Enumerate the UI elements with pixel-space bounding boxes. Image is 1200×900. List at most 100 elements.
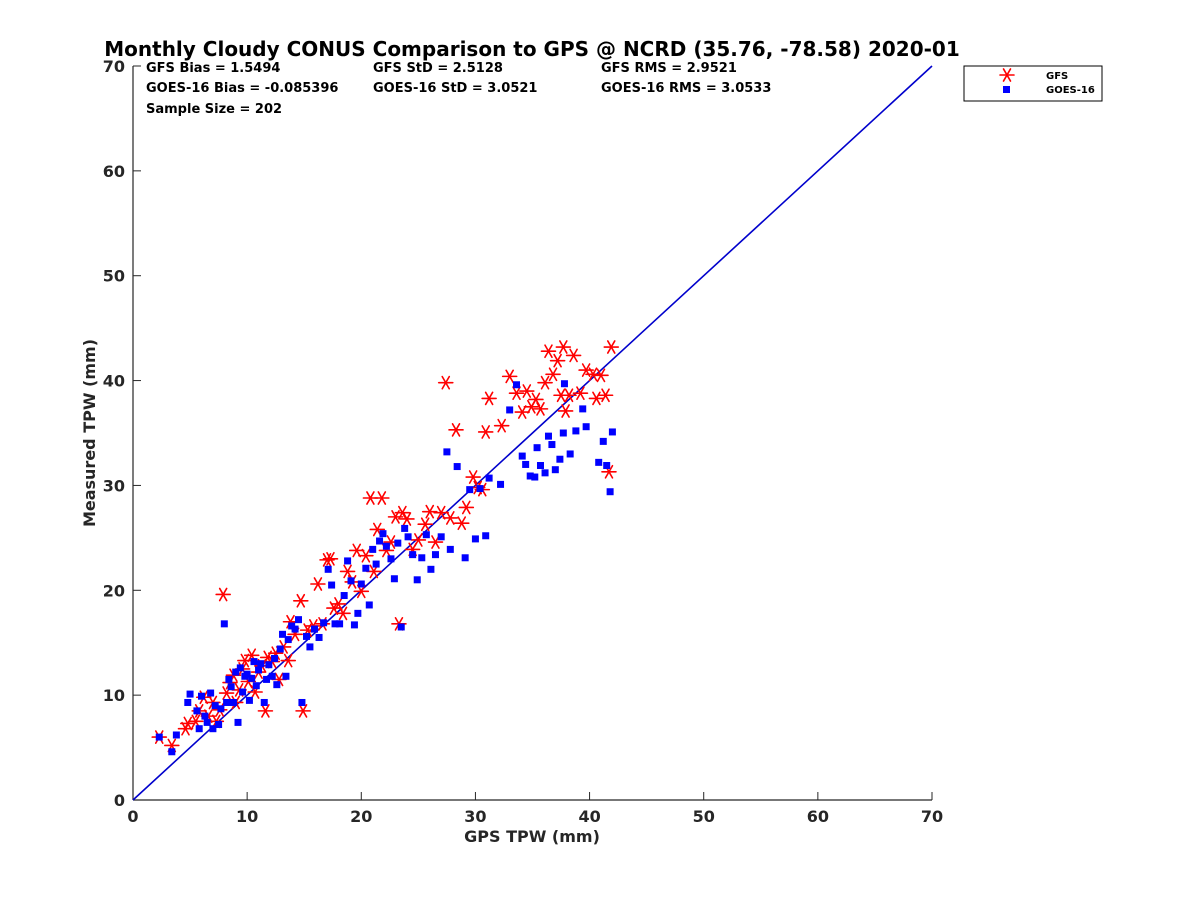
goes16-point bbox=[276, 645, 284, 653]
goes16-point bbox=[236, 664, 244, 672]
gfs-point bbox=[322, 551, 339, 566]
x-tick-label: 20 bbox=[350, 807, 372, 826]
y-tick-label: 10 bbox=[103, 686, 125, 705]
goes16-point bbox=[310, 625, 318, 633]
gfs-point bbox=[514, 405, 531, 419]
goes16-point bbox=[365, 601, 373, 609]
asterisk-stroke-2 bbox=[326, 551, 335, 566]
asterisk-stroke-2 bbox=[481, 425, 491, 439]
x-tick-label: 0 bbox=[127, 807, 138, 826]
y-tick-label: 70 bbox=[103, 57, 125, 76]
asterisk-stroke-2 bbox=[556, 388, 566, 403]
gfs-point bbox=[555, 340, 572, 354]
gfs-point bbox=[532, 402, 549, 416]
asterisk-stroke-2 bbox=[1002, 68, 1012, 82]
goes16-point bbox=[443, 448, 451, 456]
gfs-point bbox=[540, 344, 557, 359]
goes16-point bbox=[168, 748, 176, 756]
asterisk-stroke-2 bbox=[338, 606, 348, 621]
gfs-point bbox=[585, 367, 601, 382]
goes16-point bbox=[413, 576, 421, 584]
asterisk-stroke-2 bbox=[414, 533, 423, 547]
legend: GFS GOES-16 bbox=[963, 65, 1103, 102]
gfs-point bbox=[394, 505, 411, 520]
goes16-point bbox=[248, 674, 256, 682]
goes16-point bbox=[418, 554, 426, 562]
goes16-point bbox=[234, 718, 242, 726]
asterisk-stroke-2 bbox=[191, 714, 201, 729]
goes16-point bbox=[513, 381, 521, 389]
goes16-point bbox=[186, 690, 194, 698]
asterisk-stroke-2 bbox=[398, 505, 407, 520]
goes16-point bbox=[331, 620, 339, 628]
one-to-one-line bbox=[132, 65, 933, 801]
goes16-point bbox=[608, 428, 616, 436]
goes16-point bbox=[354, 609, 362, 617]
goes16-point bbox=[350, 621, 358, 629]
goes16-point bbox=[497, 480, 505, 488]
asterisk-stroke-2 bbox=[564, 388, 574, 403]
gfs-point bbox=[358, 548, 374, 563]
asterisk-stroke-2 bbox=[581, 363, 591, 377]
gfs-point bbox=[465, 470, 481, 484]
goes16-point bbox=[548, 441, 556, 449]
goes16-point bbox=[227, 683, 235, 691]
gfs-point bbox=[549, 353, 566, 368]
asterisk-stroke-2 bbox=[484, 391, 494, 406]
gfs-point bbox=[603, 340, 620, 354]
asterisk-stroke-2 bbox=[461, 500, 471, 515]
goes16-point bbox=[544, 432, 552, 440]
goes16-point bbox=[302, 632, 310, 640]
goes16-point bbox=[265, 661, 273, 669]
goes16-point bbox=[559, 429, 567, 437]
goes16-point bbox=[560, 380, 568, 388]
gfs-point bbox=[339, 564, 356, 579]
goes16-point bbox=[404, 533, 412, 541]
legend-goes-marker bbox=[1003, 86, 1010, 93]
goes16-point bbox=[397, 623, 405, 631]
goes16-point bbox=[207, 689, 215, 697]
goes16-point bbox=[298, 698, 306, 706]
asterisk-stroke-2 bbox=[505, 369, 514, 384]
gfs-point bbox=[593, 368, 609, 383]
asterisk-stroke-2 bbox=[497, 418, 506, 433]
goes16-point bbox=[394, 539, 402, 547]
goes16-point bbox=[291, 625, 299, 633]
y-tick-label: 20 bbox=[103, 581, 125, 600]
goes16-point bbox=[306, 643, 314, 651]
goes16-point bbox=[446, 545, 454, 553]
goes16-point bbox=[551, 466, 559, 474]
goes16-point bbox=[245, 696, 253, 704]
x-tick-label: 30 bbox=[464, 807, 486, 826]
goes16-point bbox=[239, 688, 247, 696]
gfs-point bbox=[399, 512, 415, 526]
asterisk-stroke-2 bbox=[544, 344, 553, 359]
asterisk-stroke-2 bbox=[576, 386, 585, 401]
goes16-point bbox=[243, 670, 251, 678]
asterisk-stroke-2 bbox=[522, 384, 532, 398]
y-tick-label: 0 bbox=[114, 791, 125, 810]
gfs-point bbox=[335, 606, 351, 621]
goes16-point bbox=[422, 531, 430, 539]
gfs-point bbox=[453, 516, 470, 531]
goes16-point bbox=[203, 718, 211, 726]
asterisk-stroke-2 bbox=[343, 564, 352, 579]
asterisk-stroke-2 bbox=[512, 386, 521, 401]
goes16-point bbox=[369, 545, 377, 553]
goes16-point bbox=[201, 712, 209, 720]
asterisk-stroke-2 bbox=[457, 516, 467, 531]
gfs-point bbox=[295, 704, 311, 718]
gfs-point bbox=[565, 348, 582, 363]
x-tick-label: 60 bbox=[807, 807, 829, 826]
asterisk-stroke-2 bbox=[446, 511, 455, 525]
goes16-point bbox=[344, 557, 352, 565]
asterisk-stroke-2 bbox=[604, 464, 614, 479]
y-tick-label: 50 bbox=[103, 267, 125, 286]
goes16-point bbox=[526, 472, 534, 480]
goes16-point bbox=[223, 698, 231, 706]
gfs-point bbox=[257, 704, 274, 718]
asterisk-stroke-2 bbox=[592, 391, 601, 406]
gfs-point bbox=[501, 369, 518, 384]
goes16-point bbox=[155, 733, 163, 741]
goes16-point bbox=[340, 592, 348, 600]
